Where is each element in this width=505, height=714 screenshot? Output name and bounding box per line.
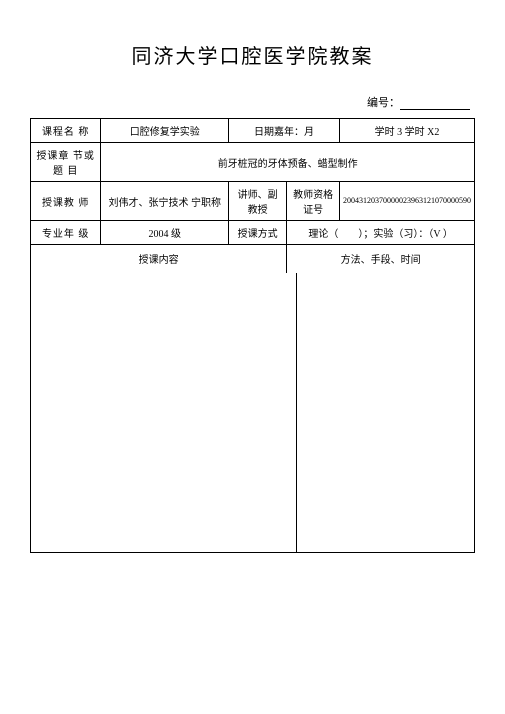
teacher-label: 授课教 师 xyxy=(31,182,101,221)
page-title: 同济大学口腔医学院教案 xyxy=(30,40,475,69)
table-row: 课程名 称 口腔修复学实验 日期嘉年：月 学时 3 学时 X2 xyxy=(31,119,475,143)
content-body-right xyxy=(297,273,474,552)
teacher-name: 刘伟才、张宁技术 宁职称 xyxy=(101,182,229,221)
table-row: 授课内容 方法、手段、时间 xyxy=(31,245,475,273)
grade-label: 专业年 级 xyxy=(31,221,101,245)
table-row: 授课教 师 刘伟才、张宁技术 宁职称 讲师、副 教授 教师资格证号 200431… xyxy=(31,182,475,221)
cert-label: 教师资格证号 xyxy=(287,182,340,221)
table-row: 专业年 级 2004 级 授课方式 理论（ ）；实验（习）：（V ） xyxy=(31,221,475,245)
content-body-left xyxy=(31,273,297,552)
content-label: 授课内容 xyxy=(31,245,287,273)
course-label: 课程名 称 xyxy=(31,119,101,143)
hours-text: 学时 3 学时 X2 xyxy=(339,119,474,143)
content-body-area xyxy=(30,273,475,553)
grade-value: 2004 级 xyxy=(101,221,229,245)
method-label: 授课方式 xyxy=(229,221,287,245)
chapter-label: 授课章 节或题 目 xyxy=(31,143,101,182)
course-name: 口腔修复学实验 xyxy=(101,119,229,143)
cert-numbers: 20043120370000023963121070000590 xyxy=(339,182,474,221)
lesson-plan-table: 课程名 称 口腔修复学实验 日期嘉年：月 学时 3 学时 X2 授课章 节或题 … xyxy=(30,118,475,273)
chapter-content: 前牙桩冠的牙体预备、蜡型制作 xyxy=(101,143,475,182)
doc-number-line xyxy=(400,109,470,110)
doc-number-label: 编号： xyxy=(367,97,400,109)
date-label: 日期嘉年：月 xyxy=(229,119,340,143)
title-value: 讲师、副 教授 xyxy=(229,182,287,221)
method-value: 理论（ ）；实验（习）：（V ） xyxy=(287,221,475,245)
doc-number: 编号： xyxy=(30,94,475,110)
methods-label: 方法、手段、时间 xyxy=(287,245,475,273)
table-row: 授课章 节或题 目 前牙桩冠的牙体预备、蜡型制作 xyxy=(31,143,475,182)
